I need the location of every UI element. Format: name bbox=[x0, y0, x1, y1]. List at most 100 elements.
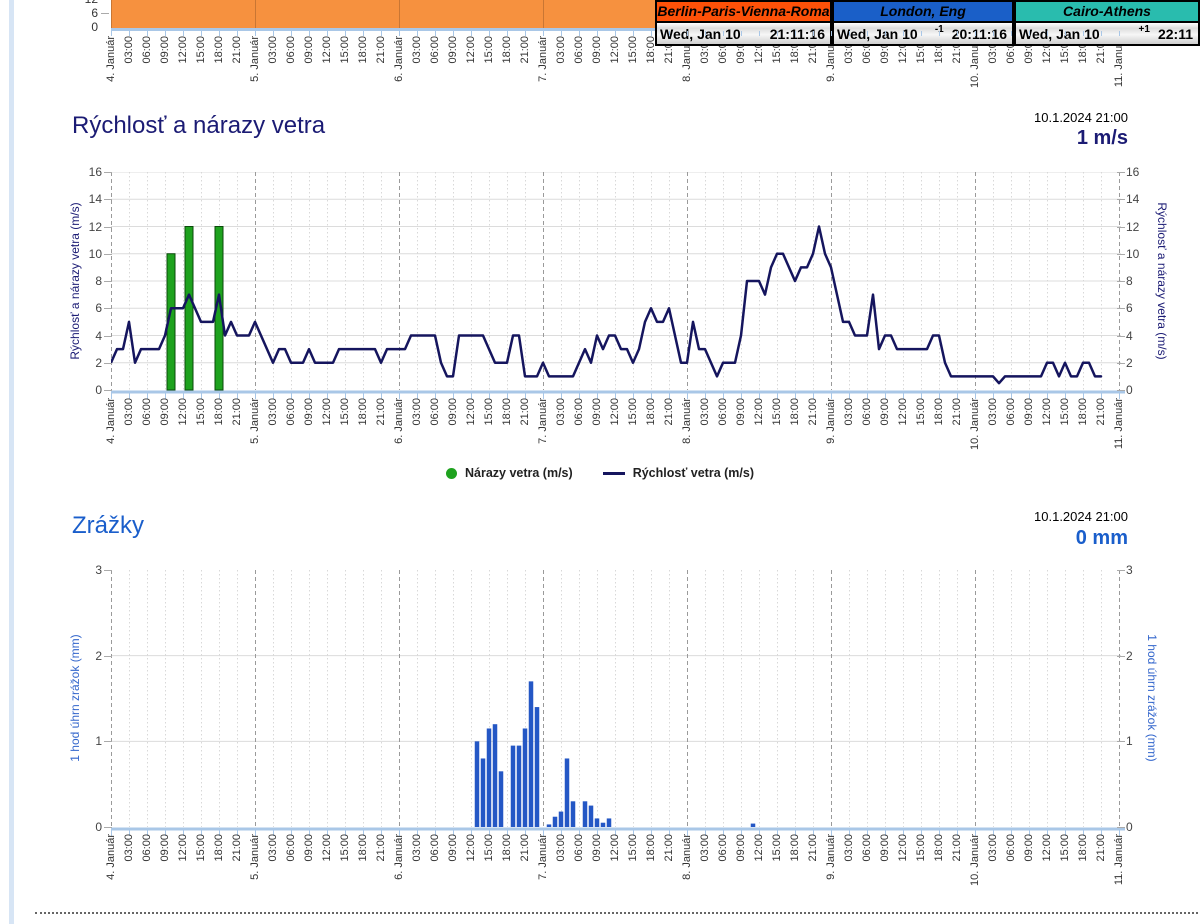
y-tick-mark bbox=[104, 253, 112, 255]
legend-item-gusts: Nárazy vetra (m/s) bbox=[445, 466, 573, 480]
precip-chart-current-value: 0 mm bbox=[1075, 527, 1128, 549]
x-tick-mark bbox=[489, 31, 490, 36]
x-tick-mark bbox=[255, 31, 256, 36]
y-tick-label: 3 bbox=[1126, 563, 1133, 577]
top-chart-ytick-12: 12 bbox=[72, 0, 98, 7]
x-tick-label: 12:00 bbox=[753, 398, 765, 426]
x-tick-label: 10. Január bbox=[969, 834, 981, 886]
y-tick-label: 0 bbox=[95, 820, 102, 834]
x-tick-label: 03:00 bbox=[987, 398, 999, 426]
y-tick-label: 2 bbox=[1126, 355, 1133, 370]
x-tick-label: 09:00 bbox=[447, 834, 459, 862]
x-tick-mark bbox=[615, 31, 616, 36]
x-tick-mark bbox=[723, 31, 724, 36]
x-tick-label: 12:00 bbox=[1041, 834, 1053, 862]
x-tick-label: 5. Január bbox=[249, 834, 261, 880]
x-tick-label: 21:00 bbox=[807, 834, 819, 862]
x-tick-mark bbox=[147, 31, 148, 36]
y-tick-label: 10 bbox=[1126, 246, 1140, 261]
x-tick-mark bbox=[543, 31, 544, 36]
y-tick-mark bbox=[1117, 362, 1125, 364]
x-tick-label: 06:00 bbox=[717, 398, 729, 426]
x-tick-label: 15:00 bbox=[771, 398, 783, 426]
clock-city-label: London, Eng bbox=[834, 2, 1012, 23]
x-tick-label: 06:00 bbox=[717, 834, 729, 862]
x-tick-label: 18:00 bbox=[933, 834, 945, 862]
x-tick-mark bbox=[327, 31, 328, 36]
y-tick-mark bbox=[1117, 390, 1125, 391]
x-tick-mark bbox=[1011, 31, 1012, 36]
y-tick-mark bbox=[1117, 199, 1125, 201]
x-tick-label: 6. Január bbox=[393, 36, 405, 82]
legend-gusts-label: Nárazy vetra (m/s) bbox=[464, 466, 573, 480]
precip-chart-title: Zrážky bbox=[72, 512, 144, 539]
x-tick-mark bbox=[183, 31, 184, 36]
x-tick-label: 8. Január bbox=[681, 398, 693, 444]
x-tick-label: 03:00 bbox=[267, 834, 279, 862]
x-tick-label: 06:00 bbox=[1005, 834, 1017, 862]
bottom-dotted-rule bbox=[35, 912, 1198, 914]
x-tick-label: 18:00 bbox=[357, 36, 369, 64]
y-tick-mark bbox=[104, 390, 112, 391]
x-tick-label: 12:00 bbox=[465, 834, 477, 862]
clock-time: 21:11:16 bbox=[769, 25, 825, 42]
x-tick-label: 21:00 bbox=[1095, 834, 1107, 862]
x-tick-mark bbox=[507, 31, 508, 36]
y-tick-mark bbox=[104, 335, 112, 337]
x-tick-label: 06:00 bbox=[285, 834, 297, 862]
x-tick-label: 18:00 bbox=[213, 398, 225, 426]
y-tick-label: 2 bbox=[95, 648, 102, 663]
precip-chart-plot bbox=[111, 570, 1125, 836]
wind-chart-plot bbox=[111, 172, 1125, 399]
y-tick-mark bbox=[104, 570, 112, 571]
x-tick-mark bbox=[903, 31, 904, 36]
x-tick-label: 12:00 bbox=[321, 36, 333, 64]
x-tick-label: 06:00 bbox=[573, 834, 585, 862]
x-tick-label: 09:00 bbox=[1023, 834, 1035, 862]
x-tick-label: 15:00 bbox=[915, 398, 927, 426]
clock-display: Wed, Jan 10 -1 20:11:16 bbox=[834, 23, 1012, 44]
top-chart-ytick-mark bbox=[101, 13, 109, 14]
x-tick-mark bbox=[705, 31, 706, 36]
y-tick-mark bbox=[104, 741, 112, 743]
x-tick-mark bbox=[687, 31, 688, 36]
y-tick-label: 2 bbox=[95, 355, 102, 370]
x-tick-mark bbox=[201, 31, 202, 36]
y-tick-label: 14 bbox=[88, 192, 102, 207]
x-tick-label: 21:00 bbox=[951, 834, 963, 862]
x-tick-label: 6. Január bbox=[393, 398, 405, 444]
x-tick-mark bbox=[1029, 31, 1030, 36]
x-tick-label: 06:00 bbox=[141, 834, 153, 862]
x-tick-label: 03:00 bbox=[555, 36, 567, 64]
x-tick-label: 09:00 bbox=[447, 36, 459, 64]
x-tick-label: 06:00 bbox=[285, 398, 297, 426]
precip-bars bbox=[474, 681, 756, 827]
x-tick-label: 03:00 bbox=[411, 398, 423, 426]
y-tick-mark bbox=[104, 226, 112, 228]
x-tick-label: 15:00 bbox=[195, 398, 207, 426]
x-tick-mark bbox=[741, 31, 742, 36]
x-axis bbox=[111, 390, 1125, 399]
x-tick-label: 12:00 bbox=[609, 36, 621, 64]
x-tick-label: 18:00 bbox=[501, 36, 513, 64]
x-tick-mark bbox=[561, 31, 562, 36]
x-tick-mark bbox=[633, 31, 634, 36]
x-tick-label: 12:00 bbox=[609, 834, 621, 862]
y-tick-label: 1 bbox=[1126, 734, 1133, 749]
y-tick-label: 4 bbox=[1126, 328, 1133, 343]
x-tick-mark bbox=[759, 31, 760, 36]
x-tick-mark bbox=[795, 31, 796, 36]
x-tick-label: 03:00 bbox=[699, 398, 711, 426]
x-tick-label: 6. Január bbox=[393, 834, 405, 880]
x-tick-mark bbox=[291, 31, 292, 36]
x-tick-label: 15:00 bbox=[483, 36, 495, 64]
x-tick-mark bbox=[435, 31, 436, 36]
y-tick-mark bbox=[1117, 253, 1125, 255]
x-tick-mark bbox=[1083, 31, 1084, 36]
wind-chart-timestamp: 10.1.2024 21:00 bbox=[1034, 110, 1128, 125]
clock-date: Wed, Jan 10 bbox=[1019, 25, 1100, 42]
x-tick-label: 03:00 bbox=[555, 398, 567, 426]
legend-item-speed: Rýchlosť vetra (m/s) bbox=[602, 466, 754, 480]
x-tick-label: 21:00 bbox=[807, 398, 819, 426]
y-tick-mark bbox=[1117, 741, 1125, 743]
